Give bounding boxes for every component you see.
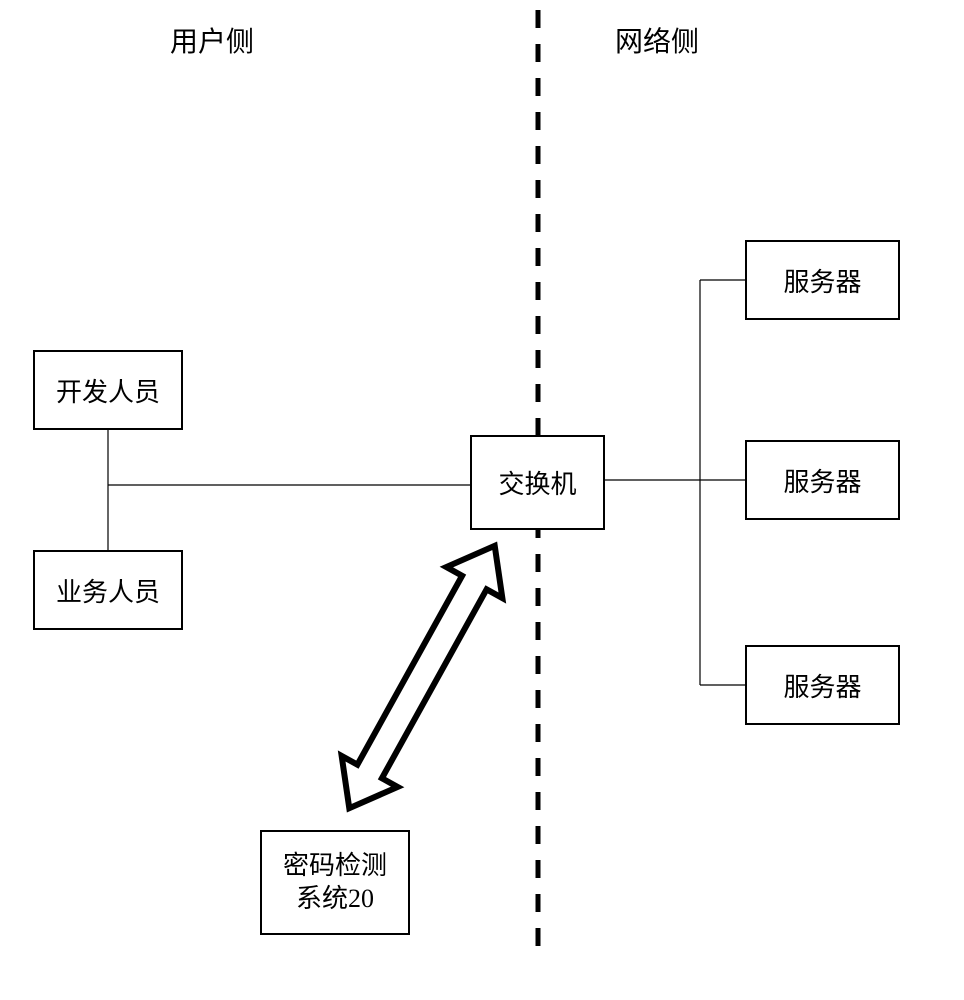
node-server3: 服务器 bbox=[745, 645, 900, 725]
diagram-canvas: 用户侧 网络侧 开发人员 业务人员 交换机 服务器 服务器 服务器 密码检测 系… bbox=[0, 0, 964, 1000]
node-server1-label: 服务器 bbox=[783, 262, 861, 299]
node-switch-label: 交换机 bbox=[498, 464, 576, 501]
node-pwd-system-label-line1: 密码检测 bbox=[283, 850, 387, 883]
node-pwd-system: 密码检测 系统20 bbox=[260, 830, 410, 935]
node-server1: 服务器 bbox=[745, 240, 900, 320]
node-pwd-system-label-line2: 系统20 bbox=[296, 883, 374, 916]
header-network-side: 网络侧 bbox=[615, 20, 699, 60]
double-arrow bbox=[321, 530, 522, 823]
header-user-side-text: 用户侧 bbox=[170, 27, 254, 58]
header-network-side-text: 网络侧 bbox=[615, 27, 699, 58]
header-user-side: 用户侧 bbox=[170, 20, 254, 60]
node-server2-label: 服务器 bbox=[783, 462, 861, 499]
node-server3-label: 服务器 bbox=[783, 667, 861, 704]
node-developer-label: 开发人员 bbox=[56, 372, 160, 409]
node-staff: 业务人员 bbox=[33, 550, 183, 630]
node-switch: 交换机 bbox=[470, 435, 605, 530]
node-developer: 开发人员 bbox=[33, 350, 183, 430]
node-server2: 服务器 bbox=[745, 440, 900, 520]
node-staff-label: 业务人员 bbox=[56, 572, 160, 609]
